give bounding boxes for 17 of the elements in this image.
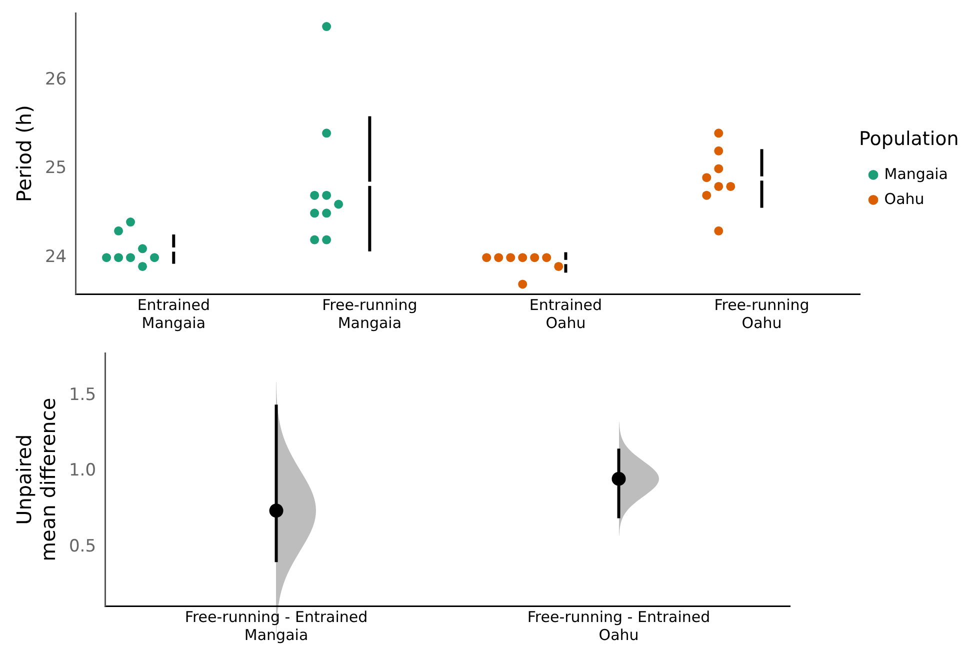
legend-label: Oahu (884, 190, 924, 208)
y-axis-title: Period (h) (12, 105, 36, 202)
legend-title: Population (858, 128, 959, 150)
x-tick-label: Entrained Mangaia (137, 296, 210, 332)
y-tick-label: 24 (44, 246, 67, 267)
y-tick-label: 0.5 (68, 536, 96, 556)
y-tick-label: 1.0 (68, 460, 96, 481)
x-tick-label: Free-running Oahu (714, 296, 810, 332)
x-tick-label: Entrained Oahu (529, 296, 602, 332)
x-tick-label: Free-running - Entrained Mangaia (184, 608, 368, 644)
y-tick-label: 1.5 (68, 385, 96, 406)
legend-label: Mangaia (884, 164, 948, 183)
x-tick-label: Free-running Mangaia (322, 296, 418, 332)
x-tick-label: Free-running - Entrained Oahu (527, 608, 710, 644)
y-axis-title: Unpaired mean difference (12, 398, 60, 562)
y-tick-label: 25 (44, 158, 67, 178)
y-tick-label: 26 (44, 69, 67, 90)
